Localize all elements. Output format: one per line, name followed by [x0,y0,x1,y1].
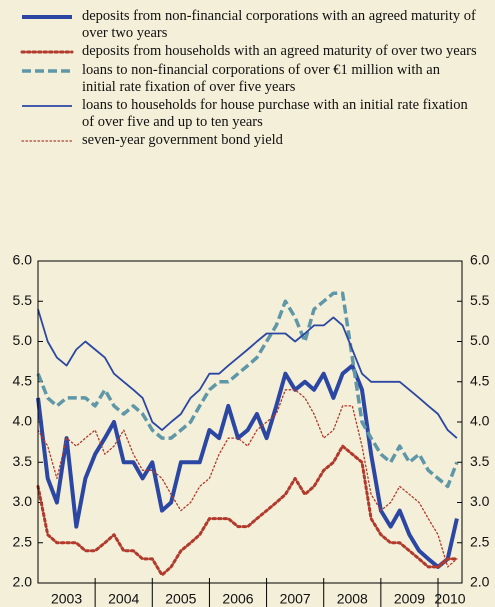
legend-label: loans to non-financial corporations of o… [82,62,440,95]
series-line [36,363,459,569]
legend-label: seven-year government bond yield [82,132,283,148]
y2-tick-label: 2.5 [470,533,490,549]
legend-swatch [21,140,73,142]
legend-label: deposits from households with an agreed … [82,43,477,59]
series-line [36,444,459,577]
x-tick-label: 2009 [394,591,425,607]
y-tick-label: 5.5 [13,292,33,308]
legend-label: loans to households for house purchase w… [82,97,468,130]
y2-tick-label: 2.0 [470,574,490,590]
y-tick-label: 6.0 [13,252,33,268]
legend: deposits from non-financial corporations… [20,8,490,151]
y2-tick-label: 5.5 [470,292,490,308]
legend-entry: loans to non-financial corporations of o… [20,62,490,96]
legend-swatch [20,50,74,54]
y2-tick-label: 4.0 [470,413,490,429]
x-tick-label: 2004 [108,591,139,607]
y2-tick-label: 4.5 [470,372,490,388]
legend-entry: seven-year government bond yield [20,132,490,150]
y-tick-label: 3.0 [13,493,33,509]
legend-swatch [22,69,72,73]
x-tick-label: 2008 [337,591,368,607]
series-line [36,291,459,489]
x-tick-label: 2006 [222,591,253,607]
legend-swatch [22,105,72,107]
legend-swatch [22,15,72,19]
y2-tick-label: 6.0 [470,252,490,268]
plot-frame [37,260,463,584]
x-tick-label: 2007 [280,591,311,607]
legend-entry: deposits from households with an agreed … [20,43,490,61]
legend-entry: loans to households for house purchase w… [20,97,490,131]
x-tick-label: 2005 [165,591,196,607]
y2-tick-label: 3.0 [470,493,490,509]
x-tick-label: 2010 [434,591,465,607]
x-tick-label: 2003 [51,591,82,607]
y-tick-label: 4.0 [13,413,33,429]
y2-tick-label: 3.5 [470,453,490,469]
y-tick-label: 4.5 [13,372,33,388]
series-line [37,309,458,439]
legend-entry: deposits from non-financial corporations… [20,8,490,42]
y-tick-label: 2.5 [13,533,33,549]
series-line [37,389,458,568]
y-tick-label: 2.0 [13,574,33,590]
y-tick-label: 5.0 [13,332,33,348]
legend-label: deposits from non-financial corporations… [82,8,476,41]
y2-tick-label: 5.0 [470,332,490,348]
y-tick-label: 3.5 [13,453,33,469]
